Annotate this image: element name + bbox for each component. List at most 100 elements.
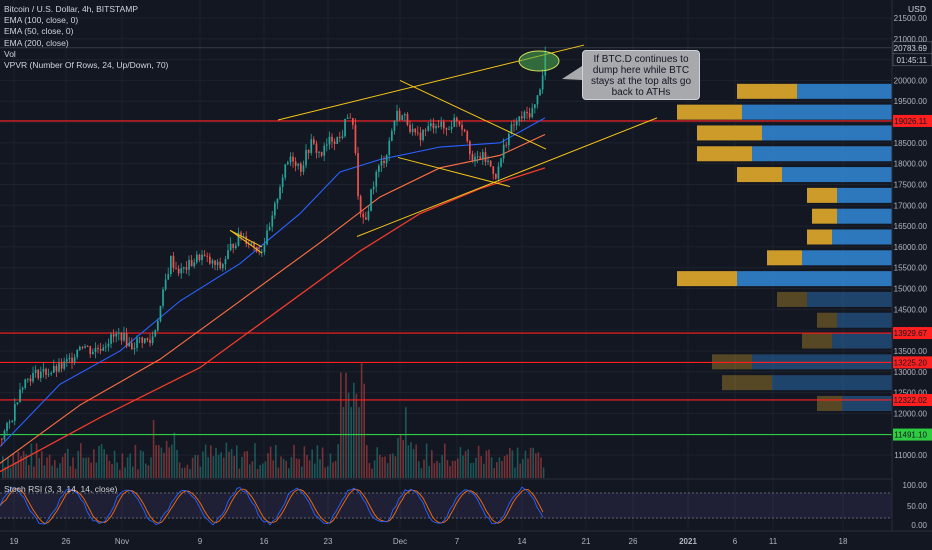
vpvr-down-bar [677, 271, 737, 287]
candle-body [6, 423, 8, 432]
candle-body [482, 152, 484, 159]
volume-bar [303, 446, 306, 478]
legend-ema200[interactable]: EMA (200, close) [4, 37, 69, 48]
volume-bar [35, 443, 38, 478]
volume-bar [490, 457, 493, 478]
stoch-rsi-label[interactable]: Stoch RSI (3, 3, 14, 14, close) [4, 484, 118, 494]
legend-ema100[interactable]: EMA (100, close, 0) [4, 15, 79, 26]
price-axis-bg [892, 0, 932, 550]
candle-body [89, 346, 92, 355]
candle-body [146, 338, 149, 340]
candle-body [32, 372, 34, 382]
volume-bar [228, 451, 230, 478]
candle-body [471, 154, 474, 162]
volume-bar [306, 454, 308, 478]
candle-body [144, 338, 146, 343]
volume-bar [295, 458, 298, 478]
candle-body [432, 123, 435, 129]
volume-bar [12, 453, 14, 478]
candle-body [55, 365, 58, 372]
volume-bar [542, 467, 545, 478]
price-axis: 21500.0021000.0020500.0020000.0019500.00… [891, 0, 932, 550]
volume-bar [321, 447, 324, 478]
candle-body [495, 173, 497, 179]
volume-bar [436, 460, 438, 478]
volume-bar [516, 447, 519, 478]
candle-body [120, 332, 123, 341]
volume-bar [132, 466, 134, 478]
volume-bar [363, 383, 365, 478]
volume-bar [446, 460, 449, 478]
volume-bar [22, 451, 25, 478]
volume-bar [522, 459, 524, 478]
volume-bar [202, 451, 204, 478]
time-tick-label: 9 [198, 537, 203, 546]
volume-bar [277, 467, 280, 478]
chart-grid [0, 0, 892, 530]
candle-body [175, 267, 177, 269]
volume-bar [61, 456, 64, 478]
volume-bar [392, 453, 394, 478]
candle-body [409, 124, 411, 132]
candle-body [427, 126, 430, 131]
volume-bar [272, 460, 274, 478]
candle-body [34, 369, 37, 373]
candle-body [159, 305, 162, 322]
candle-body [170, 255, 172, 275]
candle-body [263, 244, 266, 253]
volume-bar [376, 447, 378, 478]
trendline [399, 79, 547, 150]
candle-body [60, 363, 63, 369]
candle-body [393, 120, 396, 131]
volume-bar [384, 456, 386, 478]
volume-bar [451, 460, 454, 478]
candle-body [396, 110, 398, 121]
volume-bar [449, 465, 451, 478]
volume-bar [2, 456, 4, 478]
candle-body [115, 333, 118, 337]
candle-body [310, 139, 313, 154]
candle-body [307, 149, 310, 154]
volume-bar [4, 466, 7, 478]
annotation-callout[interactable]: If BTC.D continues to dump here while BT… [582, 50, 700, 100]
vpvr-down-bar [807, 229, 832, 245]
volume-bar [454, 460, 456, 478]
volume-bar [121, 453, 124, 478]
price-tick-label: 21000.00 [894, 35, 928, 44]
candle-body [151, 336, 154, 344]
candle-body [250, 242, 253, 244]
candle-body [188, 259, 190, 270]
candle-body [24, 379, 27, 388]
legend-title[interactable]: Bitcoin / U.S. Dollar, 4h, BITSTAMP [4, 4, 138, 14]
candle-body [448, 129, 450, 131]
candle-body [323, 145, 326, 156]
candle-body [294, 161, 297, 166]
legend-vol[interactable]: Vol [4, 48, 16, 59]
candle-body [271, 215, 274, 227]
volume-bar [459, 447, 462, 478]
price-tick-label: 20000.00 [894, 76, 928, 85]
volume-bar [342, 407, 345, 478]
volume-bar [152, 419, 155, 478]
time-axis: 19 26 Nov 9 16 23 Dec 7 14 21 26 2021 6 11 18 [0, 530, 932, 550]
volume-bar [368, 463, 371, 478]
vpvr-down-bar [817, 312, 837, 328]
volume-bar [438, 462, 441, 478]
time-tick-label: 21 [582, 537, 591, 546]
horizontal-levels [0, 47, 892, 436]
legend-vpvr[interactable]: VPVR (Number Of Rows, 24, Up/Down, 70) [4, 60, 169, 71]
candle-body [110, 334, 112, 344]
vpvr-up-bar [797, 83, 892, 99]
volume-bar [246, 451, 248, 478]
candle-body [227, 250, 229, 260]
candle-body [274, 203, 276, 216]
volume-bar [33, 466, 35, 478]
volume-bar [379, 454, 381, 478]
volume-bars [2, 362, 545, 478]
time-tick-label: 26 [62, 537, 71, 546]
price-label-bg [893, 114, 932, 127]
volume-bar [301, 466, 303, 478]
volume-bar [340, 372, 342, 478]
legend-ema50[interactable]: EMA (50, close, 0) [4, 26, 74, 37]
